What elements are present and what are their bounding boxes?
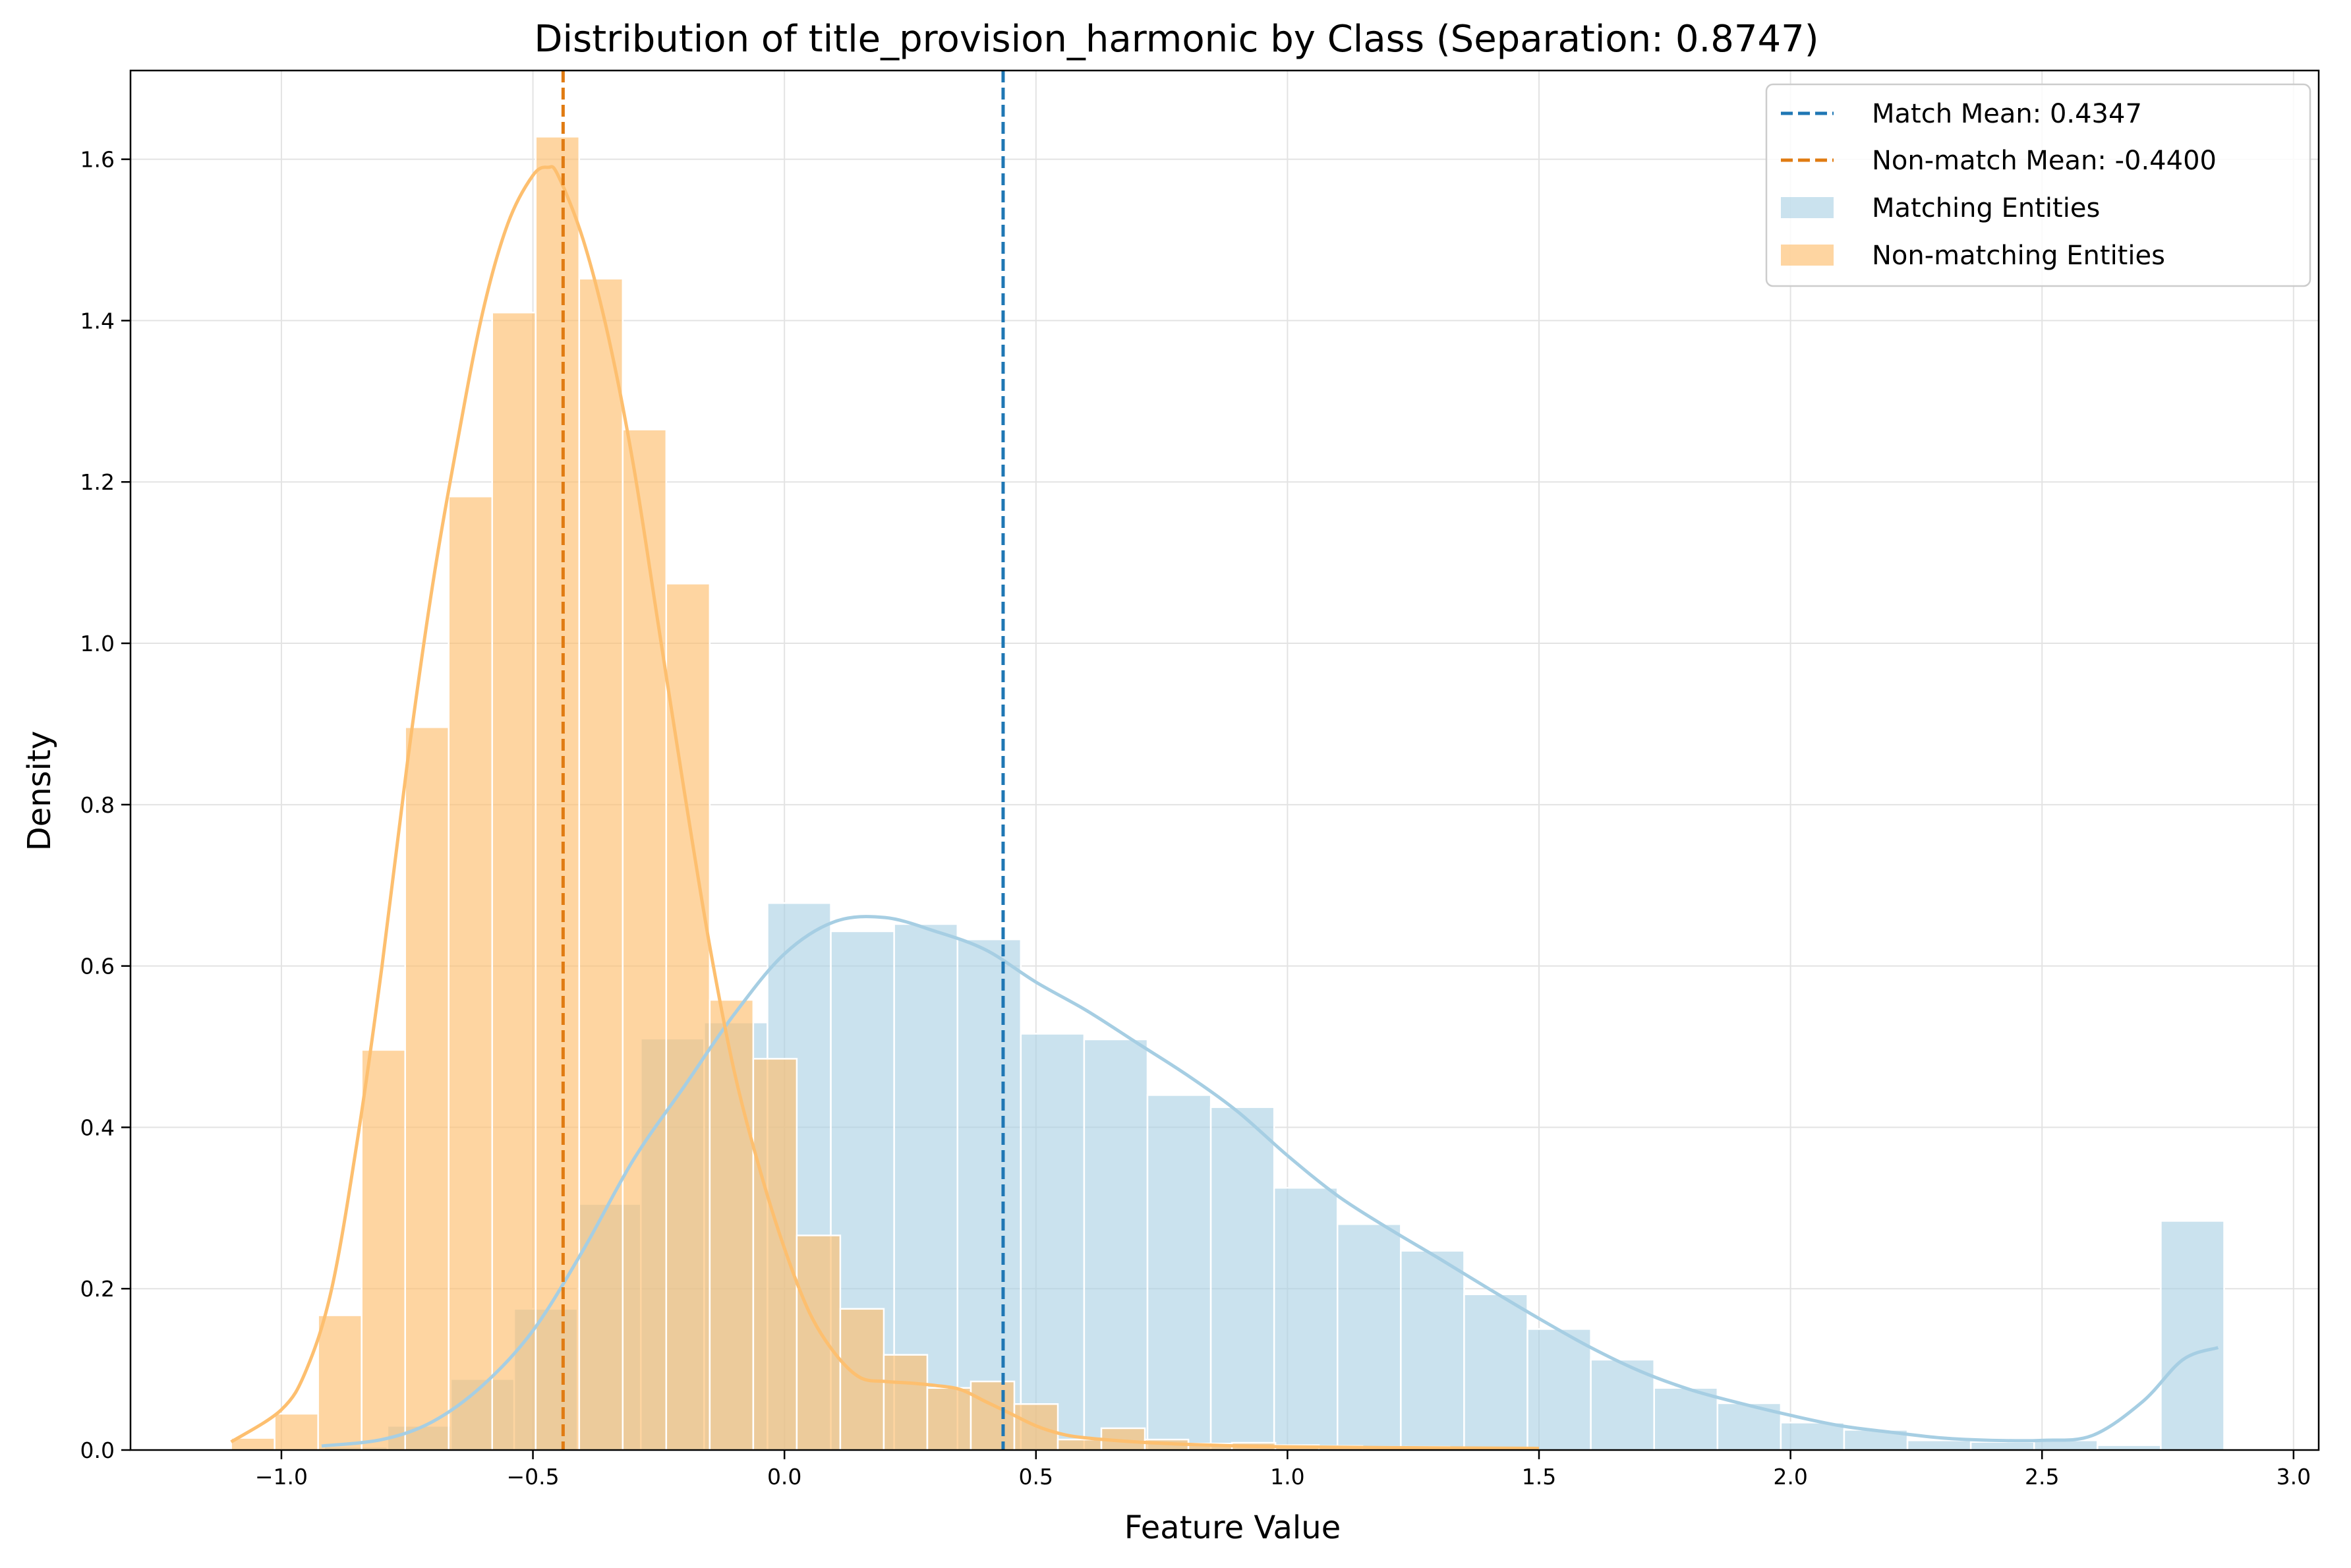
x-tick-label: 1.0 — [1270, 1464, 1304, 1490]
nonmatch-histogram-bar — [752, 1058, 798, 1451]
y-tick-label: 0.4 — [80, 1115, 115, 1140]
nonmatch-histogram-bar — [535, 136, 581, 1451]
x-tick-label: 2.5 — [2025, 1464, 2059, 1490]
match-histogram-bar — [1273, 1186, 1339, 1451]
match-histogram-bar — [1590, 1358, 1655, 1451]
match-histogram-bar — [1083, 1038, 1149, 1451]
match-histogram-bar — [1337, 1223, 1402, 1451]
nonmatch-kde-curve — [230, 165, 1540, 1451]
nonmatch-histogram-bar — [970, 1380, 1016, 1451]
match-kde-curve — [321, 915, 2219, 1448]
match-histogram-bar — [1653, 1387, 1719, 1451]
nonmatch-histogram-bar — [274, 1412, 319, 1451]
nonmatch-histogram-bar — [491, 311, 537, 1451]
chart-title: Distribution of title_provision_harmonic… — [534, 18, 1818, 61]
x-tick-label: −1.0 — [255, 1464, 308, 1490]
nonmatch-histogram-bar — [404, 726, 450, 1451]
x-tick-label: −0.5 — [507, 1464, 560, 1490]
nonmatch-histogram-bar — [796, 1234, 842, 1451]
legend-label: Non-match Mean: -0.4400 — [1872, 146, 2217, 176]
nonmatch-histogram-bar — [317, 1314, 363, 1451]
nonmatch-histogram-bar — [1057, 1438, 1103, 1451]
nonmatch-histogram-bar — [578, 277, 624, 1451]
nonmatch-legend-swatch — [1781, 245, 1834, 266]
x-tick-label: 0.5 — [1019, 1464, 1053, 1490]
y-tick-label: 1.0 — [80, 631, 115, 656]
y-tick-label: 0.2 — [80, 1276, 115, 1302]
y-tick-label: 1.2 — [80, 469, 115, 495]
match-histogram-bar — [1400, 1250, 1465, 1451]
match-histogram-bar — [1906, 1439, 1972, 1451]
x-tick-label: 2.0 — [1773, 1464, 1807, 1490]
nonmatch-histogram-bar — [448, 496, 494, 1451]
legend: Match Mean: 0.4347 Non-match Mean: -0.440… — [1765, 83, 2311, 287]
match-histogram-bar — [2160, 1220, 2225, 1451]
x-tick-label: 3.0 — [2277, 1464, 2311, 1490]
y-tick-label: 0.6 — [80, 954, 115, 979]
y-axis-title: Density — [21, 731, 58, 851]
legend-frame — [1765, 83, 2311, 287]
legend-label: Non-matching Entities — [1872, 241, 2165, 271]
plot-frame — [129, 69, 2320, 1451]
match-histogram-bar — [1969, 1441, 2035, 1451]
y-tick-label: 1.4 — [80, 308, 115, 334]
x-axis-title: Feature Value — [1124, 1509, 1341, 1546]
x-tick-label: 0.0 — [767, 1464, 801, 1490]
x-tick-label: 1.5 — [1522, 1464, 1556, 1490]
legend-label: Matching Entities — [1872, 193, 2100, 223]
match-histogram-bar — [956, 938, 1022, 1451]
match-legend-swatch — [1781, 197, 1834, 218]
match-histogram-bar — [1526, 1328, 1592, 1451]
match-histogram-bar — [1020, 1033, 1086, 1451]
y-tick-label: 0.8 — [80, 792, 115, 818]
nonmatch-histogram-bar — [361, 1049, 406, 1451]
y-tick-label: 1.6 — [80, 147, 115, 173]
nonmatch-histogram-bar — [709, 999, 755, 1451]
legend-label: Match Mean: 0.4347 — [1872, 99, 2142, 129]
nonmatch-histogram-bar — [622, 428, 668, 1451]
nonmatch-histogram-bar — [883, 1354, 929, 1451]
nonmatch-histogram-bar — [926, 1387, 972, 1451]
match-histogram-bar — [1146, 1094, 1212, 1451]
y-tick-label: 0.0 — [80, 1437, 115, 1463]
match-histogram-bar — [1463, 1293, 1528, 1451]
nonmatch-histogram-bar — [1013, 1403, 1059, 1451]
match-histogram-bar — [1780, 1422, 1845, 1451]
match-histogram-bar — [1209, 1106, 1275, 1451]
